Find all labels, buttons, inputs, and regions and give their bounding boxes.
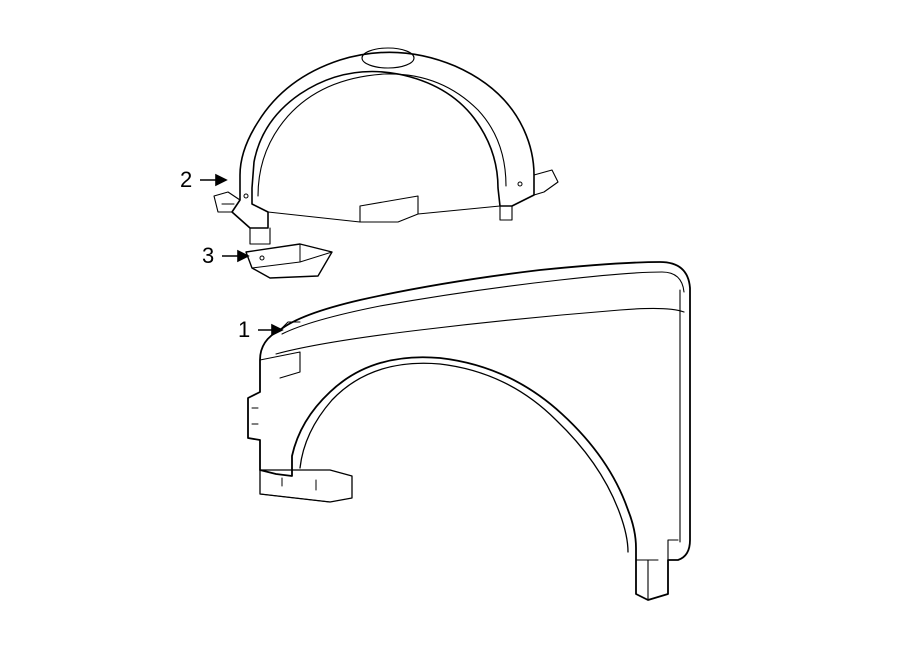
callout-2: 2 [180, 167, 192, 193]
part-wheel-liner [214, 48, 558, 244]
callout-3-number: 3 [202, 243, 214, 269]
callout-3: 3 [202, 243, 214, 269]
callout-1: 1 [238, 317, 250, 343]
part-splash-shield [246, 244, 332, 278]
callout-1-number: 1 [238, 317, 250, 343]
part-fender [248, 262, 690, 600]
diagram-svg [0, 0, 900, 661]
diagram-stage: 1 2 3 [0, 0, 900, 661]
callout-2-number: 2 [180, 167, 192, 193]
